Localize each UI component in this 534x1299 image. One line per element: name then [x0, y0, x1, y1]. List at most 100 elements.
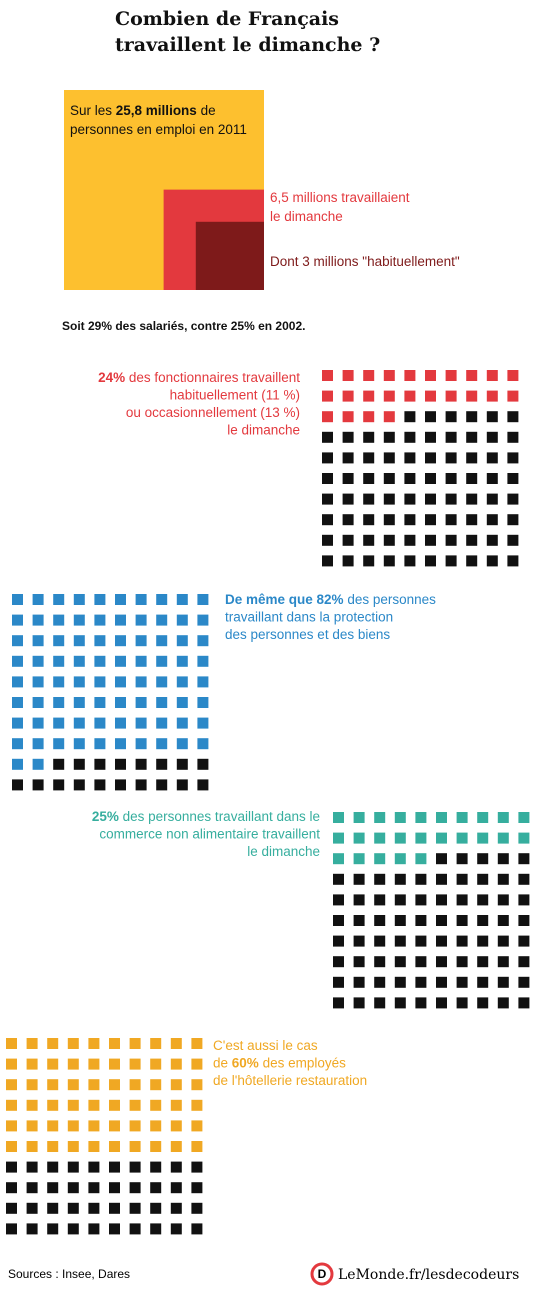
waffle-rest — [109, 1223, 120, 1235]
waffle-rest — [436, 915, 447, 926]
waffle-rest — [363, 514, 375, 526]
waffle-rest — [6, 1202, 17, 1214]
waffle-rest — [425, 452, 436, 464]
waffle-rest — [507, 514, 519, 526]
waffle-rest — [486, 555, 498, 567]
waffle-cell — [135, 635, 147, 647]
waffle-cell — [404, 370, 416, 381]
waffle-rest — [353, 915, 365, 926]
caption-line: de 60% des employés — [213, 1055, 346, 1070]
caption-line: C'est aussi le cas — [213, 1038, 318, 1053]
waffle-cell — [156, 717, 168, 729]
waffle-rest — [73, 758, 85, 770]
caption-line: des personnes et des biens — [225, 627, 390, 642]
waffle-cell — [88, 1120, 100, 1132]
waffle-rest — [333, 873, 344, 885]
waffle-rest — [445, 514, 457, 526]
caption-line: De même que 82% des personnes — [225, 592, 436, 607]
waffle-rest — [363, 534, 375, 546]
waffle-cell — [32, 758, 44, 770]
waffle-rest — [507, 555, 519, 567]
caption-text: des personnes — [344, 592, 437, 607]
waffle-cell — [150, 1099, 162, 1111]
waffle-rest — [436, 935, 447, 947]
caption-text: habituellement (11 %) — [170, 387, 300, 402]
waffle-cell — [156, 655, 168, 667]
waffle-cell — [383, 390, 395, 402]
waffle-rest — [497, 935, 509, 947]
waffle-cell — [67, 1141, 79, 1152]
waffle-rest — [322, 493, 333, 505]
caption-text: le dimanche — [227, 422, 300, 437]
waffle-cell — [333, 832, 344, 844]
waffle-cell — [53, 594, 65, 605]
caption-line: ou occasionnellement (13 %) — [126, 405, 300, 420]
waffle-cell — [109, 1141, 120, 1152]
waffle-cell — [486, 390, 498, 402]
waffle-rest — [394, 873, 406, 885]
waffle-cell — [109, 1099, 120, 1111]
waffle-cell — [353, 832, 365, 844]
waffle-rest — [47, 1161, 59, 1173]
waffle-rest — [477, 853, 489, 865]
waffle-rest — [115, 758, 126, 770]
waffle-rest — [176, 779, 188, 791]
waffle-rest — [466, 411, 478, 423]
waffle-rest — [170, 1202, 182, 1214]
waffle-cell — [94, 717, 106, 729]
waffle-rest — [135, 779, 147, 791]
waffle-rest — [456, 853, 468, 865]
waffle-rest — [425, 514, 436, 526]
waffle-cell — [342, 411, 354, 423]
waffle-rest — [322, 534, 333, 546]
waffle-cell — [109, 1038, 120, 1049]
caption-text: Dont 3 millions "habituellement" — [270, 254, 460, 269]
waffle-cell — [197, 635, 209, 647]
waffle-rest — [353, 956, 365, 968]
waffle-rest — [404, 452, 416, 464]
caption-text: 25% — [92, 809, 119, 824]
waffle-rest — [477, 976, 489, 988]
waffle-rest — [322, 555, 333, 567]
waffle-cell — [73, 614, 85, 626]
waffle-cell — [383, 411, 395, 423]
waffle-rest — [518, 956, 530, 968]
waffle-rest — [363, 493, 375, 505]
waffle-rest — [518, 915, 530, 926]
waffle-rest — [333, 976, 344, 988]
waffle-cell — [94, 738, 106, 750]
waffle-cell — [170, 1079, 182, 1091]
waffle-rest — [67, 1182, 79, 1194]
waffle-cell — [67, 1120, 79, 1132]
waffle-rest — [322, 473, 333, 484]
waffle-cell — [333, 853, 344, 865]
waffle-rest — [115, 779, 126, 791]
waffle-rest — [374, 956, 386, 968]
waffle-cell — [12, 676, 23, 688]
logo: D — [318, 1267, 327, 1281]
waffle-rest — [436, 894, 447, 906]
waffle-cell — [363, 411, 375, 423]
waffle-cell — [129, 1038, 141, 1049]
waffle-rest — [486, 431, 498, 443]
waffle-rest — [129, 1161, 141, 1173]
waffle-rest — [477, 873, 489, 885]
waffle-rest — [404, 514, 416, 526]
waffle-rest — [394, 915, 406, 926]
waffle-rest — [67, 1202, 79, 1214]
waffle-rest — [322, 452, 333, 464]
waffle-rest — [445, 493, 457, 505]
waffle-cell — [26, 1120, 38, 1132]
waffle-cell — [12, 738, 23, 750]
waffle-cell — [53, 717, 65, 729]
waffle-rest — [6, 1161, 17, 1173]
waffle-cell — [53, 655, 65, 667]
waffle-cell — [135, 614, 147, 626]
waffle-rest — [353, 997, 365, 1009]
waffle-rest — [415, 935, 427, 947]
waffle-cell — [32, 614, 44, 626]
waffle-rest — [497, 894, 509, 906]
waffle-rest — [333, 997, 344, 1009]
caption-line: 6,5 millions travaillaient — [270, 190, 410, 205]
waffle-cell — [12, 614, 23, 626]
